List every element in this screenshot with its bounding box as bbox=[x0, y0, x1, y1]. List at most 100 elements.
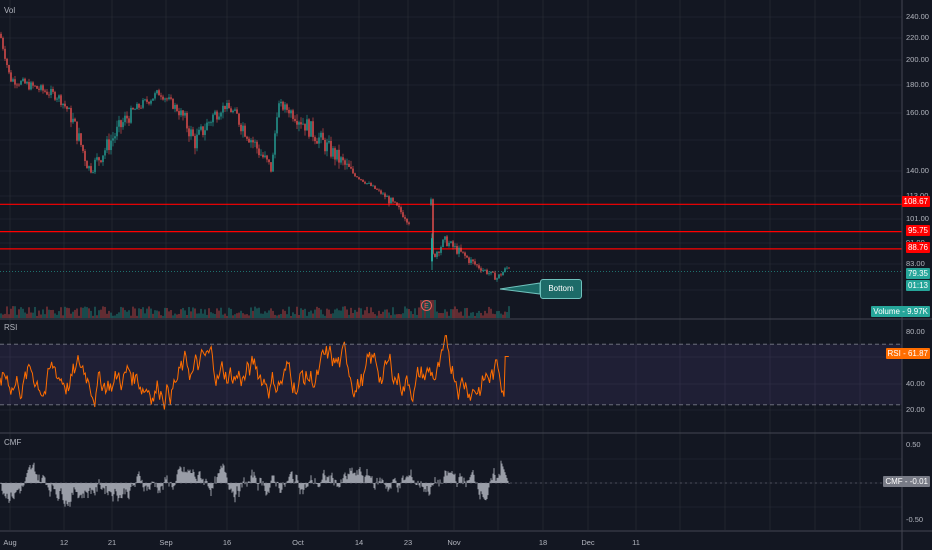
volume-bar bbox=[190, 311, 192, 318]
volume-bar bbox=[240, 310, 242, 318]
volume-bar bbox=[174, 313, 176, 318]
volume-bar bbox=[96, 315, 98, 318]
candle-body bbox=[392, 197, 394, 202]
candle-body bbox=[322, 132, 324, 140]
volume-bar bbox=[152, 313, 154, 318]
volume-bar bbox=[496, 311, 498, 318]
cmf-bar bbox=[270, 480, 272, 483]
cmf-bar bbox=[197, 474, 199, 483]
volume-bar bbox=[290, 315, 292, 318]
candle-body bbox=[124, 115, 126, 123]
candle-body bbox=[42, 85, 44, 91]
cmf-bar bbox=[83, 483, 85, 498]
volume-bar bbox=[62, 315, 64, 318]
candle-body bbox=[290, 110, 292, 114]
cmf-bar bbox=[230, 483, 232, 489]
candle-body bbox=[264, 155, 266, 158]
volume-bar bbox=[286, 314, 288, 318]
candle-body bbox=[138, 103, 140, 108]
earnings-marker-icon[interactable]: E bbox=[421, 300, 432, 311]
candle-body bbox=[102, 155, 104, 163]
cmf-bar bbox=[448, 472, 450, 483]
volume-bar bbox=[186, 314, 188, 318]
candle-body bbox=[276, 117, 278, 134]
cmf-bar bbox=[413, 480, 415, 483]
cmf-bar bbox=[107, 483, 109, 496]
candle-body bbox=[58, 95, 60, 99]
cmf-bar bbox=[382, 480, 384, 483]
cmf-bar bbox=[151, 481, 153, 483]
cmf-bar bbox=[47, 483, 49, 488]
candle-body bbox=[74, 118, 76, 122]
volume-bar bbox=[92, 315, 94, 318]
cmf-bar bbox=[386, 483, 388, 487]
volume-bar bbox=[338, 310, 340, 318]
volume-bar bbox=[210, 312, 212, 318]
volume-bar bbox=[434, 300, 436, 318]
candle-body bbox=[144, 99, 146, 101]
cmf-bar bbox=[376, 477, 378, 483]
candle-body bbox=[24, 78, 26, 84]
cmf-bar bbox=[254, 475, 256, 483]
cmf-bar bbox=[344, 472, 346, 483]
candle-body bbox=[254, 141, 256, 143]
volume-bar bbox=[164, 307, 166, 318]
candle-body bbox=[452, 241, 454, 247]
date-axis-label: Oct bbox=[292, 538, 304, 547]
candle-body bbox=[94, 159, 96, 173]
volume-bar bbox=[234, 314, 236, 318]
cmf-bar bbox=[9, 483, 11, 501]
candle-body bbox=[62, 103, 64, 106]
cmf-bar bbox=[127, 483, 129, 498]
horizontal-lines[interactable] bbox=[0, 203, 902, 272]
cmf-bar bbox=[423, 483, 425, 492]
cmf-bar bbox=[113, 483, 115, 495]
cmf-bar bbox=[338, 483, 340, 488]
volume-bar bbox=[396, 314, 398, 318]
date-axis-label: Dec bbox=[581, 538, 595, 547]
volume-bar bbox=[292, 312, 294, 318]
candle-body bbox=[204, 130, 206, 135]
cmf-bar bbox=[210, 483, 212, 497]
volume-bar bbox=[442, 313, 444, 318]
volume-bar bbox=[326, 308, 328, 318]
cmf-bar bbox=[220, 465, 222, 483]
volume-bar bbox=[200, 308, 202, 318]
cmf-bar bbox=[82, 483, 84, 494]
cmf-bar bbox=[255, 477, 257, 483]
volume-bar bbox=[432, 300, 434, 318]
cmf-bar bbox=[470, 474, 472, 483]
candle-body bbox=[338, 149, 340, 163]
cmf-bar bbox=[76, 483, 78, 493]
cmf-bar bbox=[505, 475, 507, 483]
volume-bar bbox=[480, 312, 482, 318]
candle-body bbox=[80, 133, 82, 146]
candle-body bbox=[238, 113, 240, 125]
candle-body bbox=[434, 253, 436, 257]
volume-bar bbox=[118, 312, 120, 318]
volume-bar bbox=[248, 315, 250, 318]
price-candles[interactable] bbox=[0, 31, 510, 282]
cmf-bar bbox=[262, 481, 264, 483]
cmf-bar bbox=[503, 469, 505, 483]
cmf-bar bbox=[101, 483, 103, 490]
cmf-bar bbox=[161, 483, 163, 486]
volume-bar bbox=[468, 315, 470, 318]
cmf-bar bbox=[94, 483, 96, 496]
candle-body bbox=[206, 122, 208, 131]
cmf-bar bbox=[489, 481, 491, 483]
cmf-bar bbox=[212, 483, 214, 489]
volume-bar bbox=[288, 306, 290, 318]
bottom-callout[interactable]: Bottom bbox=[540, 279, 582, 299]
cmf-bar bbox=[321, 479, 323, 483]
candle-body bbox=[270, 162, 272, 172]
candle-body bbox=[6, 58, 8, 66]
candle-body bbox=[246, 136, 248, 139]
cmf-bar bbox=[463, 477, 465, 483]
candle-body bbox=[210, 122, 212, 124]
cmf-bar bbox=[49, 483, 51, 497]
candle-body bbox=[154, 93, 156, 99]
cmf-bar bbox=[333, 483, 335, 486]
